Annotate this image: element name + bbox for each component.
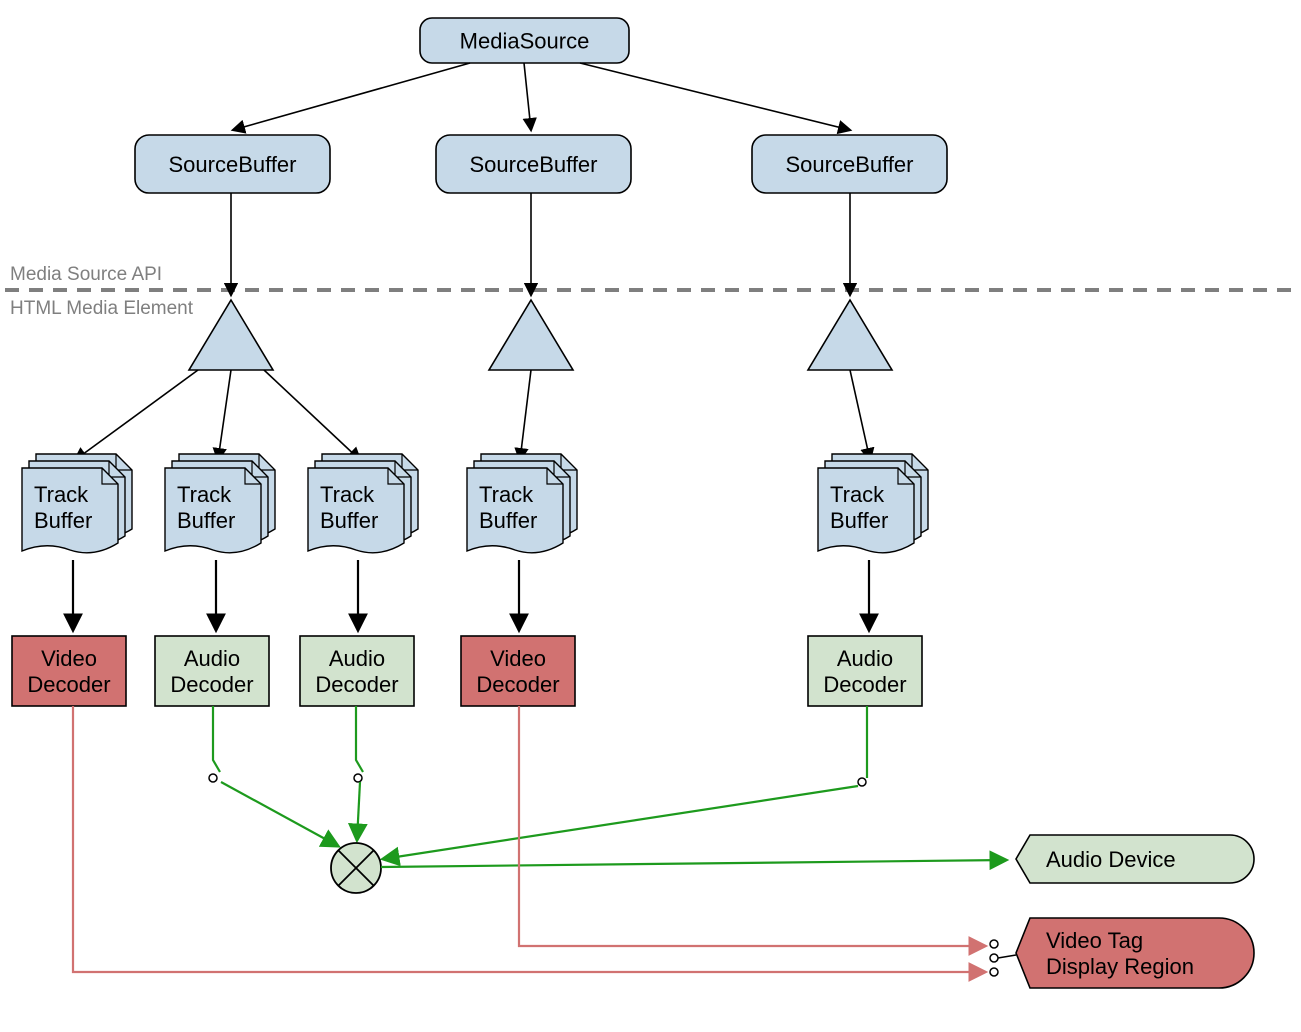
track-buffer: TrackBuffer — [467, 454, 577, 553]
demux-triangle — [489, 300, 573, 370]
svg-text:Track: Track — [479, 482, 534, 507]
audio-path — [221, 782, 338, 846]
track-buffer: TrackBuffer — [22, 454, 132, 553]
svg-text:Decoder: Decoder — [476, 672, 559, 697]
switch-dot — [990, 968, 998, 976]
video-path — [73, 706, 985, 972]
audio-path — [357, 782, 360, 840]
track-buffer: TrackBuffer — [818, 454, 928, 553]
decoder-box: AudioDecoder — [300, 636, 414, 706]
decoder-box: AudioDecoder — [155, 636, 269, 706]
svg-text:Decoder: Decoder — [315, 672, 398, 697]
arrow — [850, 370, 870, 460]
audio-path — [383, 786, 858, 859]
video-selector — [998, 955, 1016, 958]
svg-text:Track: Track — [830, 482, 885, 507]
svg-text:Audio: Audio — [837, 646, 893, 671]
arrow — [520, 370, 531, 460]
demux-triangle — [189, 300, 273, 370]
svg-text:Buffer: Buffer — [177, 508, 235, 533]
svg-text:Decoder: Decoder — [823, 672, 906, 697]
svg-text:Decoder: Decoder — [170, 672, 253, 697]
svg-text:Buffer: Buffer — [479, 508, 537, 533]
audio-path — [356, 706, 363, 772]
svg-text:Track: Track — [34, 482, 89, 507]
svg-text:SourceBuffer: SourceBuffer — [785, 152, 913, 177]
source-buffer-box: SourceBuffer — [752, 135, 947, 193]
switch-dot — [354, 774, 362, 782]
video-path — [519, 706, 985, 946]
arrow — [264, 370, 360, 460]
demux-triangle — [808, 300, 892, 370]
svg-text:SourceBuffer: SourceBuffer — [168, 152, 296, 177]
arrow — [233, 63, 470, 130]
arrow — [524, 63, 531, 130]
decoder-box: VideoDecoder — [12, 636, 126, 706]
svg-text:MediaSource: MediaSource — [460, 29, 590, 54]
svg-text:Buffer: Buffer — [830, 508, 888, 533]
svg-text:Decoder: Decoder — [27, 672, 110, 697]
arrow — [218, 370, 231, 460]
switch-dot — [990, 940, 998, 948]
arrow — [75, 370, 198, 460]
switch-dot — [858, 778, 866, 786]
mixer-icon — [331, 843, 381, 893]
svg-text:Buffer: Buffer — [320, 508, 378, 533]
svg-text:SourceBuffer: SourceBuffer — [469, 152, 597, 177]
svg-text:Video Tag: Video Tag — [1046, 928, 1143, 953]
audio-path — [213, 706, 220, 772]
audio-path — [381, 860, 1006, 867]
svg-text:Video: Video — [490, 646, 546, 671]
media-source-box: MediaSource — [420, 18, 629, 63]
switch-dot — [990, 954, 998, 962]
svg-text:Audio: Audio — [329, 646, 385, 671]
video-display-region: Video TagDisplay Region — [1016, 918, 1254, 988]
svg-text:Track: Track — [320, 482, 375, 507]
decoder-box: AudioDecoder — [808, 636, 922, 706]
svg-text:Audio: Audio — [184, 646, 240, 671]
svg-text:Display Region: Display Region — [1046, 954, 1194, 979]
divider-bottom-label: HTML Media Element — [10, 298, 194, 319]
track-buffer: TrackBuffer — [308, 454, 418, 553]
source-buffer-box: SourceBuffer — [436, 135, 631, 193]
track-buffer: TrackBuffer — [165, 454, 275, 553]
divider-top-label: Media Source API — [10, 264, 162, 285]
switch-dot — [209, 774, 217, 782]
arrow — [580, 63, 850, 130]
svg-text:Audio Device: Audio Device — [1046, 847, 1176, 872]
audio-device: Audio Device — [1016, 835, 1254, 883]
decoder-box: VideoDecoder — [461, 636, 575, 706]
source-buffer-box: SourceBuffer — [135, 135, 330, 193]
svg-text:Buffer: Buffer — [34, 508, 92, 533]
svg-text:Track: Track — [177, 482, 232, 507]
svg-text:Video: Video — [41, 646, 97, 671]
